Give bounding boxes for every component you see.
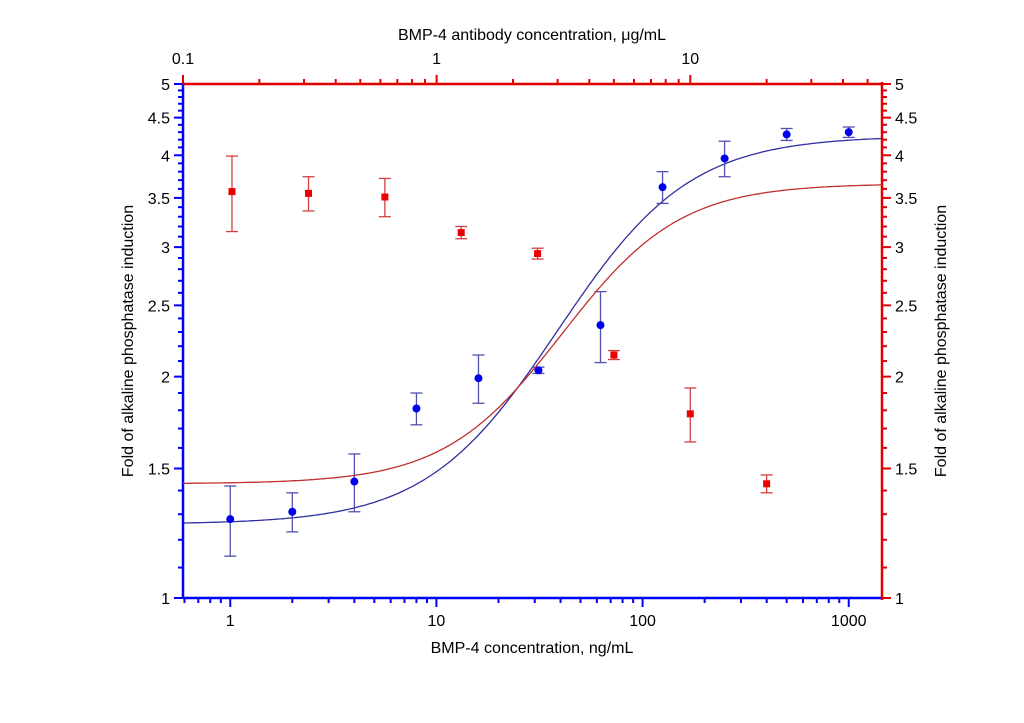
red-data-point [305, 189, 313, 197]
left-y-tick-label: 3 [161, 240, 170, 257]
left-y-tick-label: 1 [161, 591, 170, 608]
left-y-tick-label: 4 [161, 148, 170, 165]
right-y-tick-label: 3.5 [895, 191, 917, 208]
chart-marks: 1 11.5 1.52 22.5 2.53 33.5 3.54 44.5 4.55 51 10 100… [148, 51, 918, 630]
top-x-tick-label: 1 [432, 51, 441, 68]
blue-data-point [596, 321, 605, 330]
blue-data-point [288, 507, 297, 516]
right-y-tick-label: 1.5 [895, 462, 917, 479]
red-data-point [610, 351, 618, 359]
red-data-point [763, 480, 771, 488]
right-y-tick-label: 3 [895, 240, 904, 257]
blue-data-point [226, 515, 235, 524]
blue-data-point [782, 130, 791, 139]
blue-data-point [350, 477, 359, 486]
left-y-tick-label: 1.5 [148, 462, 170, 479]
right-y-tick-label: 5 [895, 77, 904, 94]
left-y-tick-label: 4.5 [148, 111, 170, 128]
right-y-tick-label: 2.5 [895, 298, 917, 315]
blue-data-point [720, 154, 729, 163]
right-y-tick-label: 4.5 [895, 111, 917, 128]
x2-axis-title: BMP-4 antibody concentration, μg/mL [398, 27, 666, 44]
left-y-tick-label: 2.5 [148, 298, 170, 315]
blue-data-point [412, 404, 421, 413]
bottom-x-tick-label: 1 [226, 613, 235, 630]
top-x-tick-label: 10 [681, 51, 699, 68]
right-y-tick-label: 2 [895, 370, 904, 387]
right-y-tick-label: 1 [895, 591, 904, 608]
red-data-point [381, 193, 389, 201]
red-data-point [534, 250, 542, 258]
right-y-tick-label: 4 [895, 148, 904, 165]
blue-data-point [844, 128, 853, 137]
blue-data-point [474, 374, 483, 383]
bottom-x-tick-label: 1000 [831, 613, 867, 630]
left-y-tick-label: 3.5 [148, 191, 170, 208]
blue-data-point [658, 183, 667, 192]
red-data-point [686, 410, 694, 418]
y2-axis-title: Fold of alkaline phosphatase induction [933, 205, 950, 477]
red-fit-curve [183, 184, 882, 484]
bottom-x-tick-label: 10 [428, 613, 446, 630]
blue-data-point [534, 366, 543, 375]
left-y-tick-label: 5 [161, 77, 170, 94]
top-x-tick-label: 0.1 [172, 51, 194, 68]
red-data-point [228, 188, 236, 196]
blue-fit-curve [183, 137, 883, 524]
y-axis-title: Fold of alkaline phosphatase induction [120, 205, 137, 477]
red-data-point [457, 229, 465, 237]
x-axis-title: BMP-4 concentration, ng/mL [431, 640, 634, 657]
bottom-x-tick-label: 100 [629, 613, 656, 630]
left-y-tick-label: 2 [161, 370, 170, 387]
